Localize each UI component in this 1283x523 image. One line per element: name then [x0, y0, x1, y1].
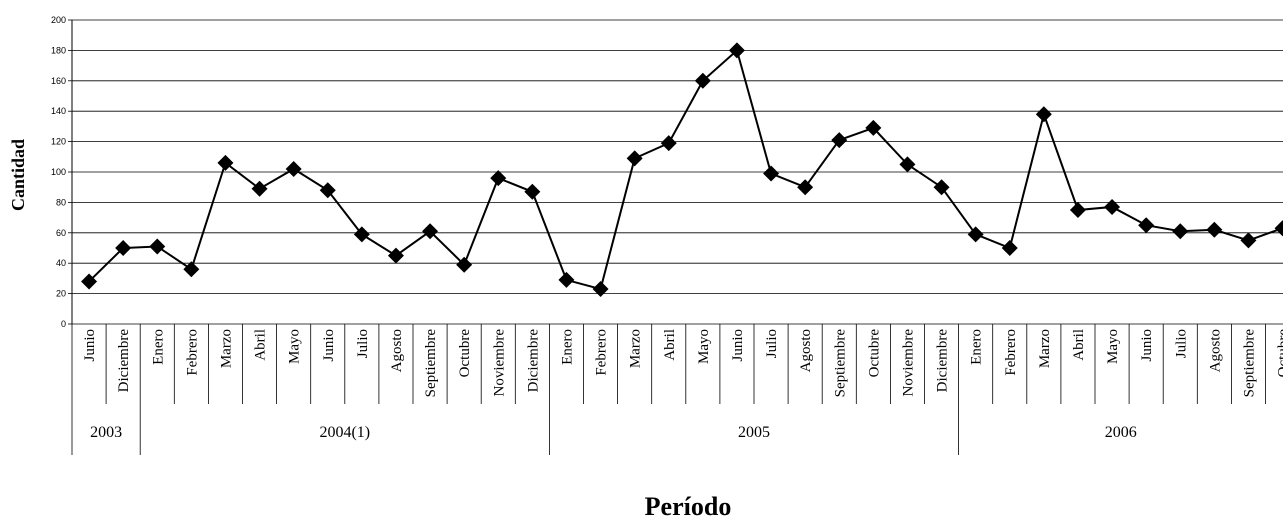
y-axis-title: Cantidad: [8, 139, 28, 211]
x-category-label: Junio: [730, 329, 746, 362]
x-category-label: Marzo: [628, 329, 644, 368]
data-point-marker: [592, 281, 609, 298]
data-point-marker: [456, 256, 473, 273]
data-point-marker: [524, 183, 541, 200]
year-group-label: 2003: [90, 424, 122, 441]
x-axis-title: Período: [645, 492, 732, 521]
y-tick-label: 180: [51, 45, 66, 55]
x-category-label: Octubre: [1276, 329, 1283, 378]
data-point-marker: [558, 271, 575, 288]
data-point-marker: [183, 261, 200, 278]
year-group-label: 2005: [738, 424, 770, 441]
data-point-marker: [422, 223, 439, 240]
y-tick-label: 200: [51, 15, 66, 25]
data-point-marker: [933, 179, 950, 196]
x-category-label: Mayo: [696, 329, 712, 364]
data-point-marker: [251, 180, 268, 197]
data-point-marker: [217, 154, 234, 171]
y-tick-label: 120: [51, 137, 66, 147]
x-category-label: Mayo: [1105, 329, 1121, 364]
y-tick-label: 20: [56, 289, 66, 299]
y-axis-ticks: 0 20 40 60 80 100 120 140 160 180 200: [51, 15, 72, 329]
y-tick-label: 60: [56, 228, 66, 238]
data-point-marker: [626, 150, 643, 167]
x-axis-categories: Junio Diciembre Enero Febrero Marzo Abril Mayo…: [71, 324, 1283, 404]
data-point-marker: [865, 119, 882, 136]
x-category-label: Mayo: [287, 329, 303, 364]
x-category-label: Septiembre: [1241, 329, 1257, 398]
data-point-marker: [319, 182, 336, 199]
data-point-marker: [387, 247, 404, 264]
x-category-label: Noviembre: [900, 329, 916, 397]
x-category-label: Agosto: [389, 329, 405, 372]
x-category-label: Diciembre: [525, 329, 541, 393]
x-category-label: Enero: [969, 329, 985, 365]
data-point-marker: [1104, 198, 1121, 215]
data-point-marker: [81, 273, 98, 290]
x-category-label: Octubre: [457, 329, 473, 378]
data-point-marker: [490, 170, 507, 187]
y-tick-label: 0: [61, 319, 66, 329]
x-category-label: Abril: [1071, 329, 1087, 361]
y-tick-label: 100: [51, 167, 66, 177]
x-category-label: Febrero: [594, 329, 610, 376]
x-category-label: Julio: [1173, 329, 1189, 358]
x-category-label: Junio: [321, 329, 337, 362]
gridlines: [71, 19, 1283, 325]
x-category-label: Agosto: [1207, 329, 1223, 372]
data-point-marker: [1240, 232, 1257, 249]
x-category-label: Diciembre: [935, 329, 951, 393]
y-tick-label: 80: [56, 197, 66, 207]
x-category-label: Agosto: [798, 329, 814, 372]
x-category-label: Septiembre: [423, 329, 439, 398]
year-group-label: 2004(1): [319, 424, 370, 441]
x-category-label: Noviembre: [491, 329, 507, 397]
x-category-label: Diciembre: [116, 329, 132, 393]
x-category-label: Marzo: [218, 329, 234, 368]
x-category-label: Marzo: [1037, 329, 1053, 368]
data-point-marker: [1206, 221, 1223, 238]
data-point-marker: [285, 160, 302, 177]
data-point-marker: [1138, 217, 1155, 234]
x-category-label: Julio: [355, 329, 371, 358]
data-point-marker: [967, 226, 984, 243]
data-point-marker: [763, 165, 780, 182]
x-category-label: Octubre: [866, 329, 882, 378]
series: [81, 42, 1283, 298]
x-category-label: Febrero: [1003, 329, 1019, 376]
series-line: [88, 48, 1283, 291]
y-tick-label: 160: [51, 76, 66, 86]
x-category-label: Junio: [1139, 329, 1155, 362]
data-point-marker: [1035, 106, 1052, 123]
x-category-label: Abril: [253, 329, 269, 361]
data-point-marker: [149, 238, 166, 255]
year-group-label: 2006: [1105, 424, 1137, 441]
x-category-label: Julio: [764, 329, 780, 358]
data-point-marker: [1274, 220, 1283, 237]
x-category-label: Enero: [150, 329, 166, 365]
data-point-marker: [1172, 223, 1189, 240]
x-category-label: Febrero: [184, 329, 200, 376]
data-point-marker: [353, 226, 370, 243]
y-tick-label: 140: [51, 106, 66, 116]
data-point-marker: [1001, 240, 1018, 256]
data-point-marker: [660, 135, 677, 152]
x-category-label: Enero: [559, 329, 575, 365]
x-category-label: Septiembre: [832, 329, 848, 398]
data-point-marker: [899, 156, 916, 173]
data-point-marker: [728, 42, 745, 59]
data-point-marker: [831, 132, 848, 149]
data-point-marker: [694, 72, 711, 89]
x-category-label: Abril: [662, 329, 678, 361]
x-category-label: Junio: [82, 329, 98, 362]
data-point-marker: [115, 240, 132, 256]
data-point-marker: [1069, 202, 1086, 218]
data-point-marker: [797, 179, 814, 196]
y-tick-label: 40: [56, 258, 66, 268]
